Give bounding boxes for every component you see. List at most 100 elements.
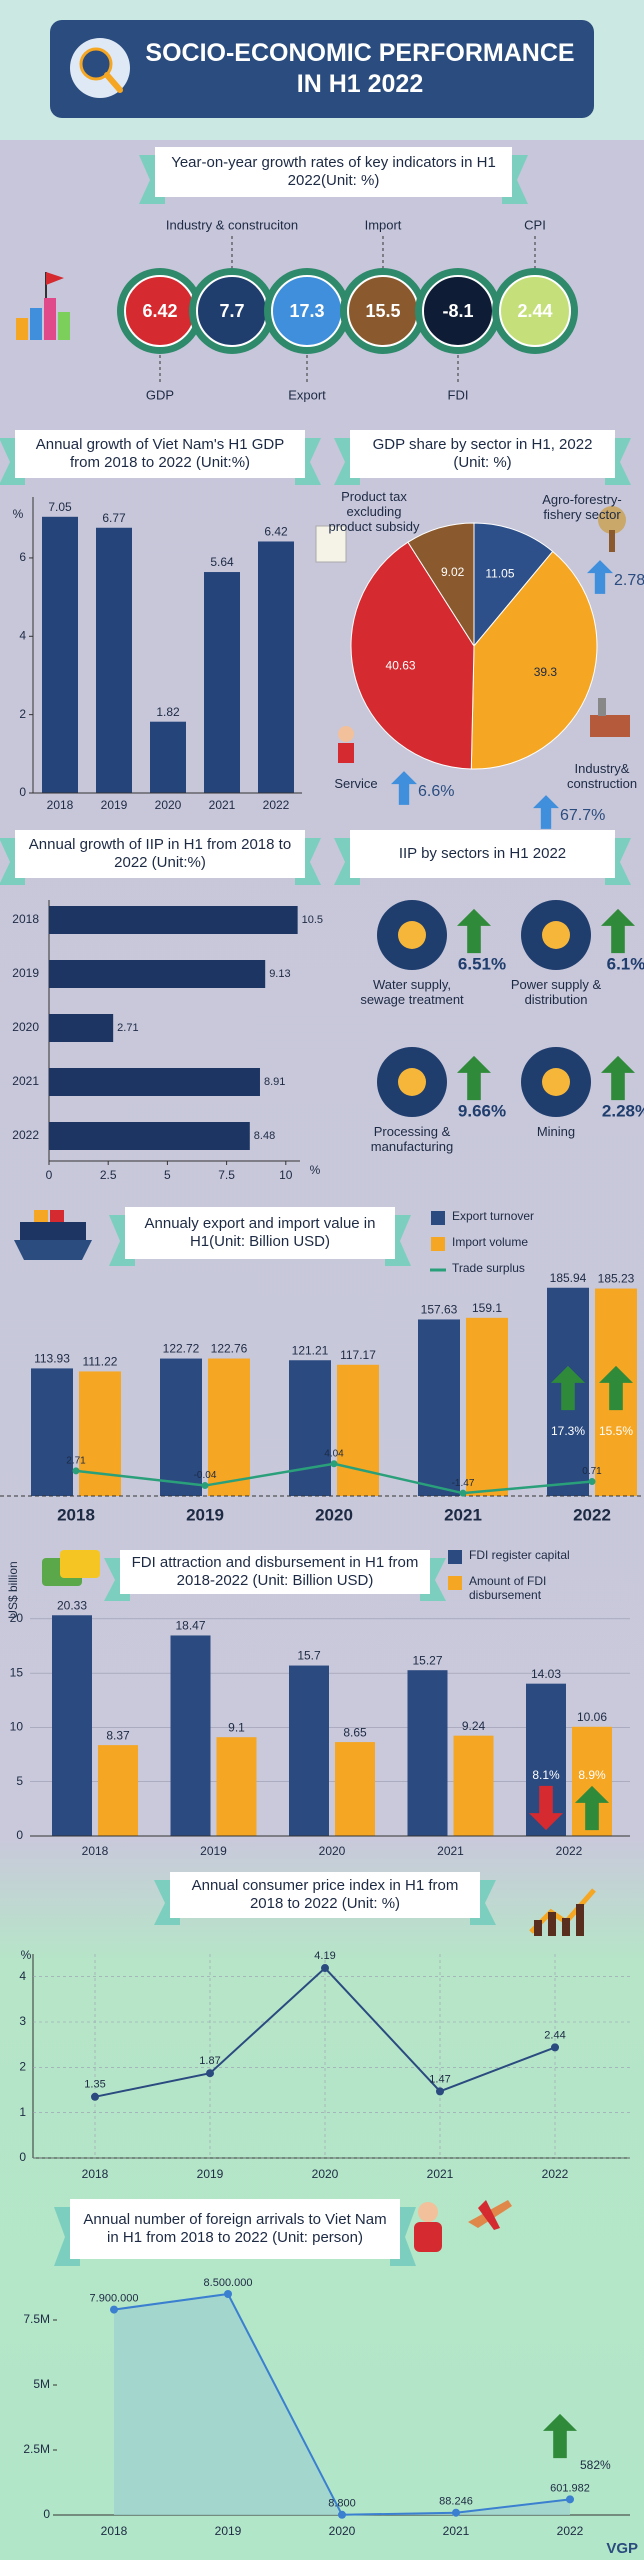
bar: [79, 1371, 121, 1496]
y-tick-label: 15: [10, 1665, 24, 1679]
bar: [466, 1317, 508, 1496]
x-tick-label: 0: [46, 1168, 53, 1182]
arrow-icon: [601, 908, 635, 954]
category-label: 2020: [12, 1020, 39, 1034]
line-series: [75, 1462, 593, 1495]
category-label: 2022: [12, 1128, 39, 1142]
value-label: 10.5: [302, 914, 323, 926]
y-tick-label: 1: [19, 2105, 26, 2119]
y-tick-label: 10: [10, 1720, 24, 1734]
sector-label: Processing & manufacturing: [370, 1124, 454, 1154]
service-icon: [338, 726, 354, 742]
growth-icon: [576, 1904, 584, 1936]
point: [72, 1467, 80, 1475]
legend-swatch: [431, 1211, 445, 1225]
point: [459, 1489, 467, 1497]
bar: [52, 1615, 92, 1836]
sector-icon: [542, 1068, 570, 1096]
traveler-icon: [414, 2222, 442, 2252]
header-box: [50, 20, 594, 118]
point: [321, 1964, 329, 1973]
value-label: 6.42: [264, 525, 288, 539]
y-tick-label: 0: [19, 785, 26, 799]
point: [588, 1478, 596, 1486]
indicator-label: Industry & construciton: [166, 217, 298, 232]
bar: [98, 1745, 138, 1836]
value-label: 117.17: [340, 1348, 376, 1362]
bar: [96, 527, 132, 793]
section-title: Annualy export and import value in H1(Un…: [144, 1215, 376, 1250]
title-box: [120, 1550, 430, 1594]
y-tick-label: 0: [43, 2507, 50, 2521]
category-label: 2018: [12, 912, 39, 926]
indicator-value: -8.1: [442, 301, 473, 321]
point: [338, 2510, 346, 2519]
factory-icon: [598, 698, 606, 716]
flag-icon: [16, 318, 28, 340]
annotation: 17.3%: [551, 1424, 585, 1438]
flag-icon: [44, 298, 56, 340]
value-label: 4.19: [314, 1950, 335, 1962]
section-title: Year-on-year growth rates of key indicat…: [171, 154, 496, 189]
value-label: 8.65: [343, 1725, 367, 1739]
section-title: Annual growth of IIP in H1 from 2018 to …: [28, 836, 292, 871]
point: [330, 1460, 338, 1468]
section-title: Annual number of foreign arrivals to Vie…: [83, 2211, 387, 2246]
value-label: 8.91: [264, 1076, 285, 1088]
plane-icon: [478, 2200, 500, 2230]
bar: [49, 960, 266, 988]
sector-icon: [398, 921, 426, 949]
pie-slice: [473, 522, 554, 648]
point: [551, 2043, 559, 2052]
value-label: 6.77: [102, 511, 126, 525]
value-label: 14.03: [531, 1667, 561, 1681]
legend-label: Import volume: [452, 1235, 529, 1249]
x-tick-label: 2019: [215, 2524, 242, 2538]
arrow-icon: [575, 1785, 609, 1831]
bar: [335, 1742, 375, 1836]
arrow-icon: [529, 1785, 563, 1831]
point: [206, 2069, 214, 2078]
indicator-value: 6.42: [142, 301, 177, 321]
value-label: 1.82: [156, 705, 180, 719]
value-label: 1.47: [429, 2073, 450, 2085]
value-label: 15.7: [297, 1649, 321, 1663]
x-tick-label: 2019: [101, 798, 128, 812]
x-tick-label: 2021: [209, 798, 236, 812]
indicator-label: Export: [288, 387, 326, 402]
value-label: 8.48: [254, 1130, 275, 1142]
value-label: 1.35: [84, 2079, 105, 2091]
header-icon: [79, 47, 113, 81]
annotation: 15.5%: [599, 1424, 633, 1438]
x-tick-label: 2018: [47, 798, 74, 812]
point: [224, 2290, 232, 2298]
point-label: 0.71: [582, 1466, 602, 1477]
tax-icon: [315, 525, 347, 563]
annotation: 582%: [580, 2458, 611, 2472]
bar: [204, 572, 240, 793]
flag-icon: [30, 308, 42, 340]
bar: [407, 1670, 448, 1836]
arrow-icon: [457, 1055, 491, 1101]
arrow-icon: [587, 560, 613, 594]
x-tick-label: 2020: [312, 2167, 339, 2181]
category-label: 2021: [12, 1074, 39, 1088]
source-logo: VGP: [606, 2540, 638, 2557]
category-label: Service: [334, 776, 378, 791]
slice-label: 40.63: [386, 659, 416, 673]
indicator-value: 17.3: [289, 301, 324, 321]
x-tick-label: 2019: [200, 1844, 227, 1858]
x-tick-label: 2020: [155, 798, 182, 812]
x-tick-label: 2018: [57, 1505, 95, 1524]
y-tick-label: 2.5M: [23, 2442, 50, 2456]
sector-label: Water supply, sewage treatment: [360, 977, 464, 1007]
point-label: 4.04: [324, 1448, 344, 1459]
x-tick-label: 2020: [329, 2524, 356, 2538]
legend-swatch: [431, 1237, 445, 1251]
y-tick-label: 5: [16, 1774, 23, 1788]
indicator-label: GDP: [146, 387, 174, 402]
value-label: 121.21: [292, 1343, 329, 1357]
legend-label: Amount of FDI disbursement: [469, 1574, 547, 1602]
sector-value: 6.51%: [458, 954, 506, 973]
arrow-icon: [551, 1365, 585, 1411]
